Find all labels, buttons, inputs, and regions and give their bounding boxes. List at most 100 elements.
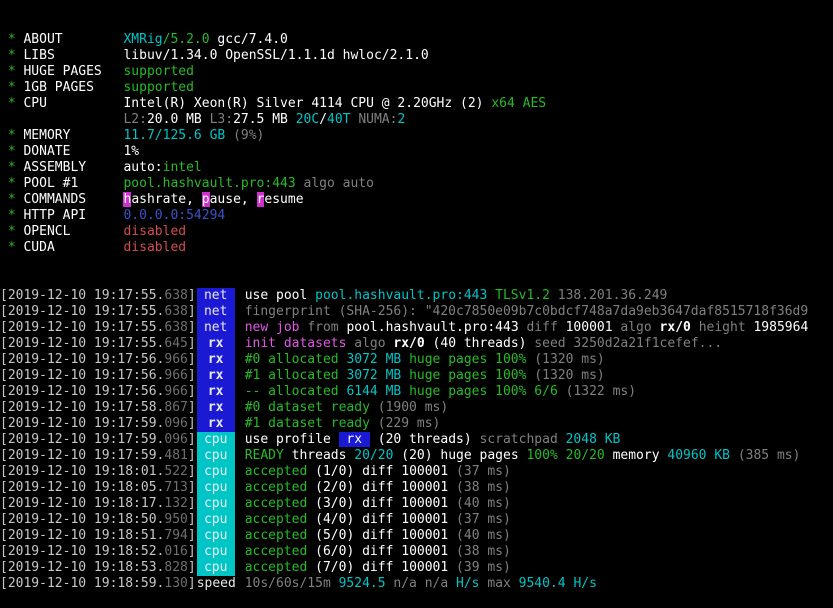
- log-msg-part-0: #0 dataset ready: [244, 400, 378, 415]
- log-timestamp-close: ]: [187, 576, 196, 591]
- log-timestamp-ms: 950: [164, 512, 188, 527]
- banner-value-part-0: 0.0.0.0:54294: [123, 208, 226, 223]
- log-timestamp: [2019-12-10 19:18:53.: [0, 560, 165, 575]
- log-line: [2019-12-10 19:17:58.867] rx #0 dataset re…: [0, 400, 833, 416]
- log-tag-rx: rx: [196, 368, 235, 384]
- log-line: [2019-12-10 19:17:59.481] cpu READY thread…: [0, 448, 833, 464]
- banner-value-part-1: 20.0 MB: [146, 112, 210, 127]
- banner-label: HTTP API: [23, 208, 87, 223]
- log-line: [2019-12-10 19:18:53.828] cpu accepted (7/…: [0, 560, 833, 576]
- log-timestamp-ms: 966: [164, 352, 188, 367]
- log-line: [2019-12-10 19:17:59.096] rx #1 dataset re…: [0, 416, 833, 432]
- log-timestamp-close: ]: [187, 288, 196, 303]
- log-msg-part-0: fingerprint (SHA-256): "420c7850e09b7c0b…: [244, 304, 809, 319]
- log-tag-cpu: cpu: [196, 496, 235, 512]
- banner-row-cuda: * CUDA disabled: [0, 240, 833, 256]
- log-tag-rx: rx: [196, 416, 235, 432]
- log-msg-part-0: #0 allocated: [244, 352, 347, 367]
- log-msg-part-4: (40 ms): [456, 528, 511, 543]
- banner-row-opencl: * OPENCL disabled: [0, 224, 833, 240]
- log-msg-part-0: accepted: [244, 528, 316, 543]
- banner-value-part-8: 2: [397, 112, 406, 127]
- log-message: accepted (1/0) diff 100001 (37 ms): [235, 464, 511, 480]
- log-msg-part-3: 138.201.36.249: [557, 288, 668, 303]
- banner-value-part-1: algo auto: [303, 176, 374, 191]
- banner-row-memory: * MEMORY 11.7/125.6 GB (9%): [0, 128, 833, 144]
- log-timestamp-ms: 645: [164, 336, 188, 351]
- log-timestamp-close: ]: [187, 368, 196, 383]
- log-msg-part-3: 100001: [401, 480, 457, 495]
- log-message: accepted (2/0) diff 100001 (38 ms): [235, 480, 511, 496]
- asterisk-icon: *: [0, 32, 24, 47]
- log-msg-part-1: (5/0): [315, 528, 363, 543]
- log-tag-speed: speed: [196, 576, 236, 591]
- log-msg-part-0: accepted: [244, 512, 316, 527]
- log-timestamp-close: ]: [187, 416, 196, 431]
- log-line: [2019-12-10 19:18:05.713] cpu accepted (2/…: [0, 480, 833, 496]
- banner-value-part-1: (9%): [233, 128, 265, 143]
- banner-label: OPENCL: [23, 224, 71, 239]
- asterisk-icon: *: [0, 128, 24, 143]
- log-line: [2019-12-10 19:18:17.132] cpu accepted (3/…: [0, 496, 833, 512]
- asterisk-icon: [0, 112, 23, 127]
- log-timestamp: [2019-12-10 19:17:59.: [0, 432, 165, 447]
- asterisk-icon: *: [0, 208, 24, 223]
- log-msg-part-1: (3/0): [315, 496, 363, 511]
- log-msg-part-2: rx/0: [393, 336, 433, 351]
- log-msg-part-0: init datasets: [244, 336, 355, 351]
- log-line: [2019-12-10 19:18:01.522] cpu accepted (1/…: [0, 464, 833, 480]
- log-msg-part-2: (20 threads): [369, 432, 480, 447]
- log-timestamp-ms: 638: [164, 304, 188, 319]
- log-timestamp-ms: 966: [164, 384, 188, 399]
- log-timestamp-ms: 481: [164, 448, 188, 463]
- log-msg-part-0: #1 dataset ready: [244, 416, 378, 431]
- banner-value-part-0: disabled: [123, 240, 187, 255]
- log-timestamp-close: ]: [187, 480, 196, 495]
- log-msg-part-0: #1 allocated: [244, 368, 347, 383]
- banner-value-part-5: esume: [264, 192, 304, 207]
- banner-label: 1GB PAGES: [23, 80, 94, 95]
- log-msg-part-3: 100001: [401, 560, 457, 575]
- log-tag-rx: rx: [196, 384, 235, 400]
- banner-value-part-7: NUMA:: [358, 112, 398, 127]
- log-tag-cpu: cpu: [196, 544, 235, 560]
- log-tag-net: net: [196, 288, 235, 304]
- log-timestamp: [2019-12-10 19:17:56.: [0, 368, 165, 383]
- log-timestamp: [2019-12-10 19:18:52.: [0, 544, 165, 559]
- log-msg-part-2: huge pages: [409, 384, 496, 399]
- log-msg-part-3: (20): [401, 448, 441, 463]
- banner-label: LIBS: [23, 48, 55, 63]
- log-msg-part-5: algo: [620, 320, 660, 335]
- banner-label: CPU: [23, 96, 47, 111]
- log-msg-part-4: (38 ms): [456, 544, 511, 559]
- log-msg-part-4: 2048 KB: [565, 432, 621, 447]
- banner-label: ASSEMBLY: [23, 160, 87, 175]
- banner-value-part-0: supported: [123, 80, 194, 95]
- banner-value-part-3: ause,: [209, 192, 257, 207]
- log-timestamp: [2019-12-10 19:18:51.: [0, 528, 165, 543]
- asterisk-icon: *: [0, 224, 24, 239]
- banner-value-part-1: ashrate,: [131, 192, 202, 207]
- log-msg-part-4: 100001: [565, 320, 621, 335]
- banner-row-http-api: * HTTP API 0.0.0.0:54294: [0, 208, 833, 224]
- log-msg-part-1: (4/0): [315, 512, 363, 527]
- log-msg-part-8: (385 ms): [737, 448, 801, 463]
- log-timestamp: [2019-12-10 19:18:59.: [0, 576, 165, 591]
- banner-value-part-0: auto:: [123, 160, 163, 175]
- log-msg-part-1: rx: [338, 432, 370, 447]
- log-msg-part-2: diff: [362, 512, 402, 527]
- log-tag-cpu: cpu: [196, 528, 235, 544]
- log-msg-part-4: (37 ms): [456, 464, 511, 479]
- log-timestamp: [2019-12-10 19:17:59.: [0, 448, 165, 463]
- log-tag-cpu: cpu: [196, 480, 235, 496]
- terminal-window: * ABOUT XMRig/5.2.0 gcc/7.4.0 * LIBS libuv…: [0, 32, 833, 591]
- log-timestamp-close: ]: [187, 336, 196, 351]
- log-msg-part-1: algo: [354, 336, 394, 351]
- log-timestamp-close: ]: [187, 528, 196, 543]
- log-line: [2019-12-10 19:18:52.016] cpu accepted (6/…: [0, 544, 833, 560]
- log-tag-net: net: [196, 304, 235, 320]
- asterisk-icon: *: [0, 64, 24, 79]
- log-msg-part-7: height: [698, 320, 754, 335]
- banner-label: POOL #1: [23, 176, 79, 191]
- log-msg-part-2: pool.hashvault.pro:443: [346, 320, 527, 335]
